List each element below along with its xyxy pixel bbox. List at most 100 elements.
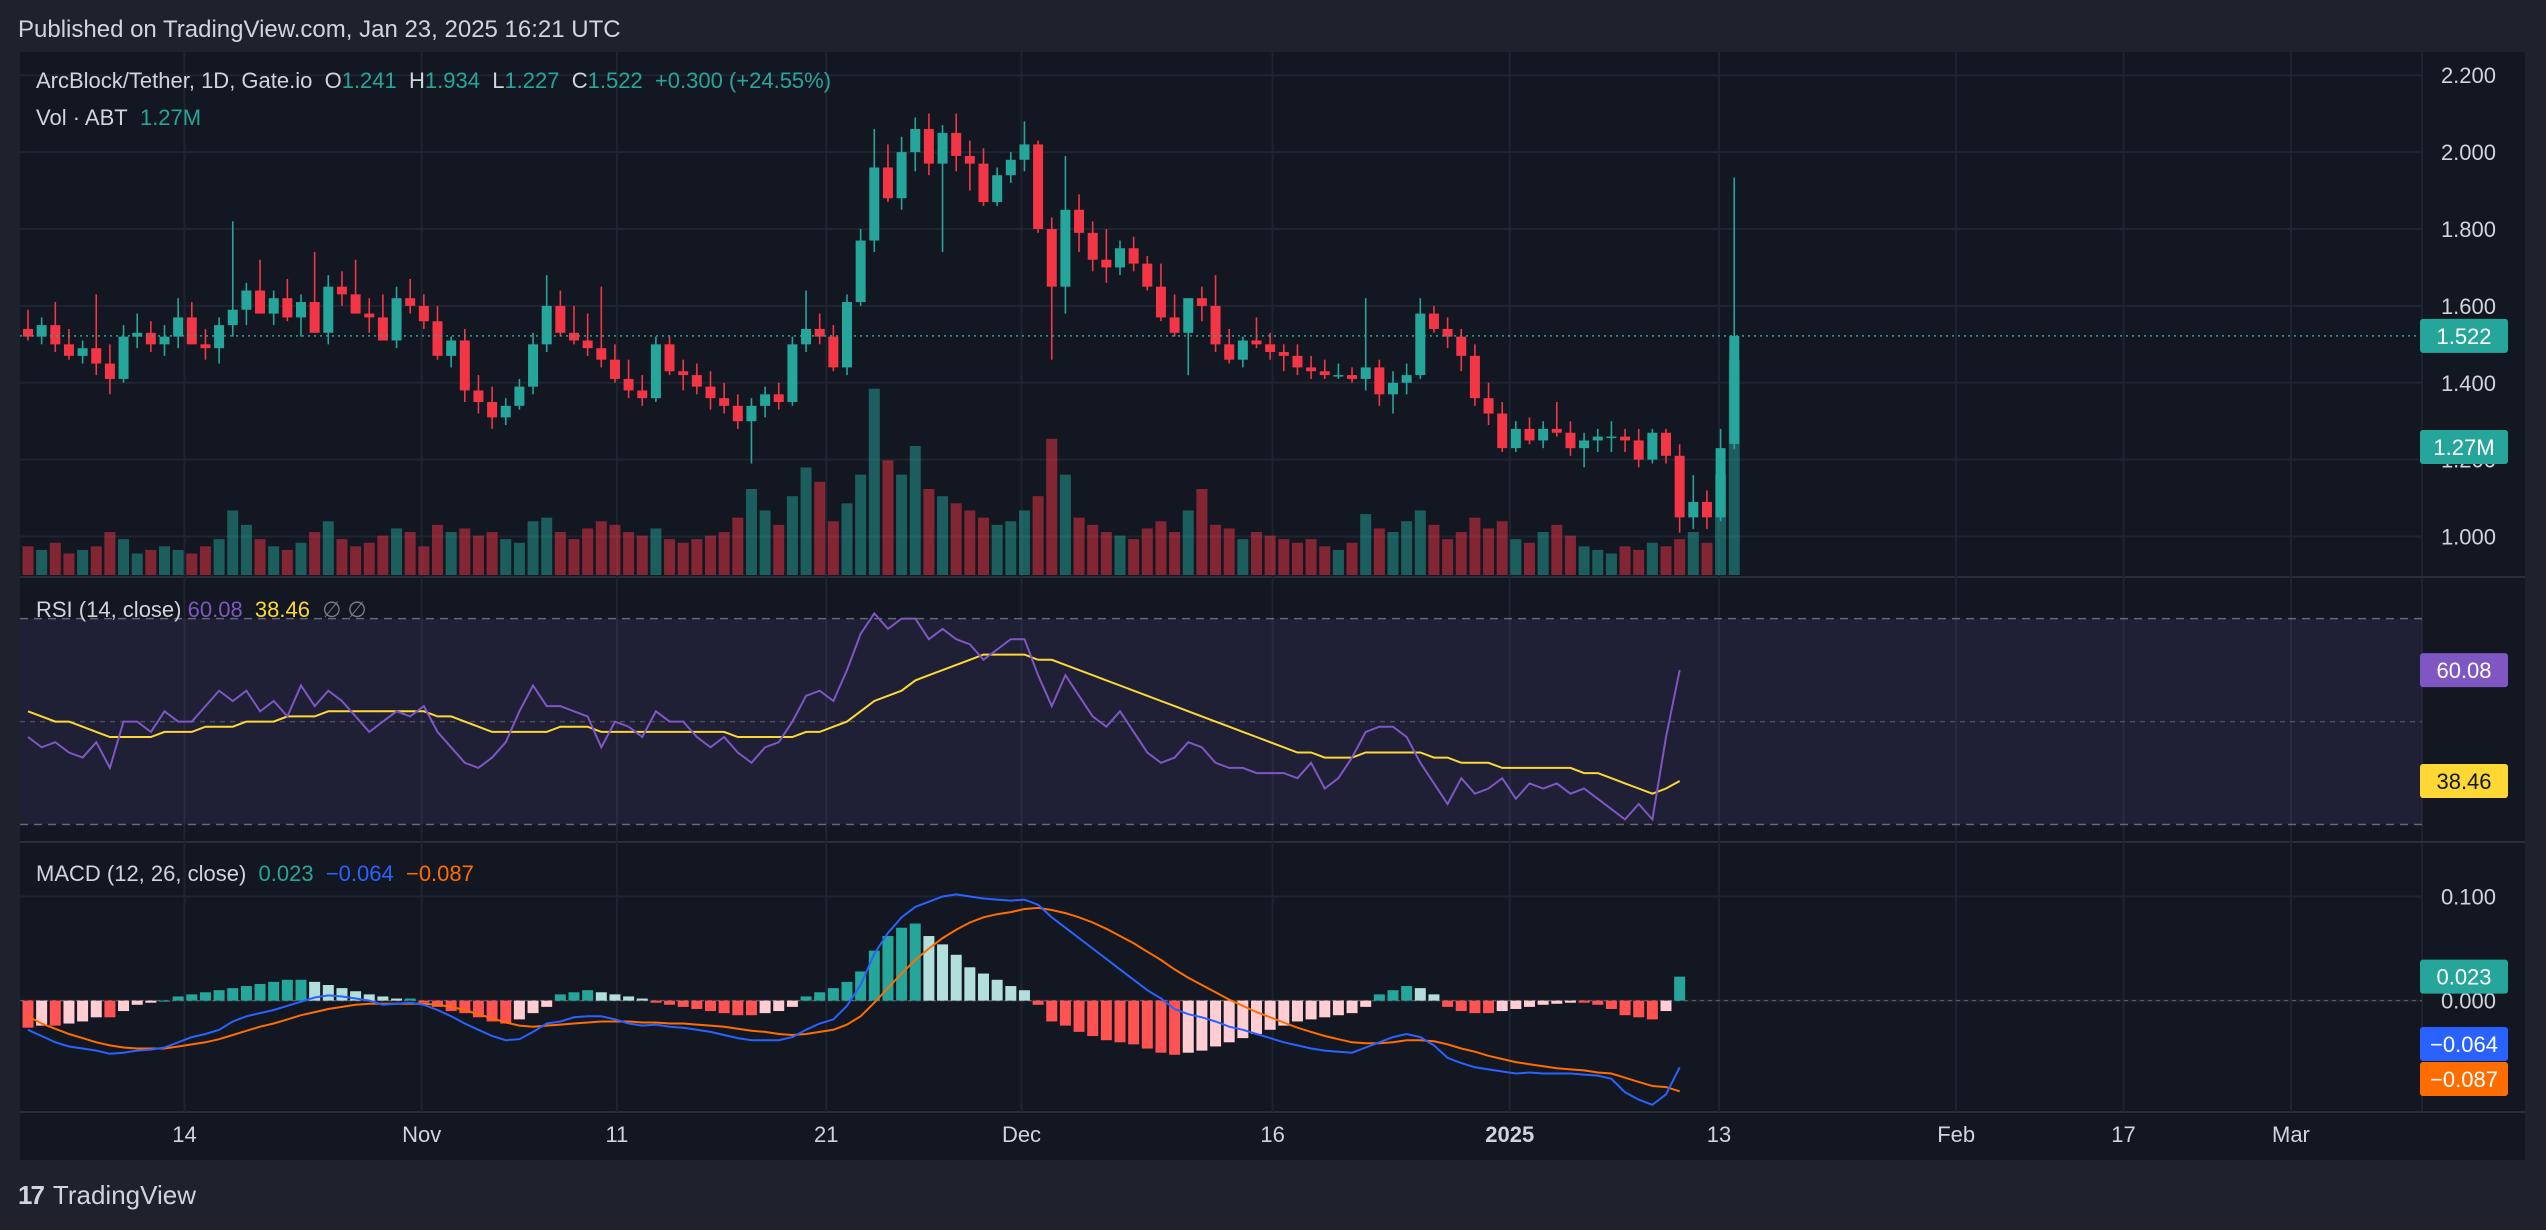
volume-bar [295,542,307,575]
volume-bar [1332,549,1344,575]
volume-bar [841,503,853,575]
volume-bar [36,549,48,575]
macd-histogram-bar [22,1000,34,1028]
volume-bar [1223,528,1235,575]
candle-body [459,340,470,391]
macd-histogram-bar [1469,1000,1481,1014]
volume-bar [1715,474,1727,575]
macd-histogram-bar [609,994,621,1001]
macd-histogram-bar [1018,990,1030,1001]
rsi-label[interactable]: RSI (14, close) [36,597,182,622]
candle-body [719,398,730,406]
volume-bar [554,532,566,575]
candle-body [1278,352,1289,356]
macd-histogram-bar [309,981,321,1001]
macd-histogram-bar [281,979,293,1001]
volume-bar [1401,521,1413,575]
high-value: 1.934 [424,68,480,93]
volume-bar [281,549,293,575]
candle-body [964,155,975,164]
volume-bar [950,503,962,575]
macd-histogram-bar [664,1000,676,1005]
macd-histogram-bar [1305,1000,1317,1020]
candle-body [1005,159,1016,176]
candle-body [637,390,648,399]
footer-brand: TradingView [52,1180,196,1210]
macd-histogram-bar [104,1000,116,1018]
volume-bar [1578,546,1590,575]
candle-body [446,340,457,356]
volume-bar [882,460,894,575]
signal-value-label-bg [2420,1062,2508,1096]
macd-histogram-bar [1182,1000,1194,1053]
candle-body [377,317,388,341]
time-tick-label: Mar [2272,1122,2310,1147]
macd-histogram-bar [1510,1000,1522,1009]
candle-body [227,309,238,326]
candle-body [214,325,225,349]
volume-bar [90,546,102,575]
time-tick-label: 17 [2111,1122,2135,1147]
candle-body [569,332,579,341]
candle-body [1237,340,1248,360]
candle-body [746,405,757,422]
volume-bar [350,546,362,575]
volume-bar [964,510,976,575]
candle-body [732,405,743,422]
volume-bar [227,510,239,575]
macd-histogram-bar [322,985,334,1001]
candle-body [36,325,47,337]
volume-bar [1373,528,1385,575]
volume-bar [582,528,594,575]
volume-bar [63,553,75,575]
candle-body [1415,313,1426,376]
macd-histogram-bar [350,991,362,1001]
candle-body [1497,413,1508,449]
volume-bar [527,521,539,575]
macd-histogram-bar [1564,1000,1576,1003]
symbol-name[interactable]: ArcBlock/Tether, 1D, Gate.io [36,68,313,93]
volume-value: 1.27M [139,105,202,130]
last-price-label-bg [2420,318,2508,353]
volume-bar [172,549,184,575]
macd-histogram-bar [1373,994,1385,1001]
candle-body [801,328,812,345]
macd-label[interactable]: MACD (12, 26, close) [36,861,247,886]
volume-bar [104,532,116,575]
candle-body [255,290,266,314]
macd-histogram-bar [1387,990,1399,1001]
macd-histogram-bar [404,998,416,1001]
candle-body [1538,428,1549,441]
volume-bar [609,524,621,575]
rsi-legend-value: 60.08 [187,597,243,622]
volume-bar [1469,517,1481,575]
macd-histogram-bar [1442,1000,1454,1007]
volume-label[interactable]: Vol · ABT [36,105,128,130]
macd-histogram-bar [1660,1000,1672,1012]
candle-body [1306,367,1317,372]
volume-bar [1182,510,1194,575]
high-label: H [409,68,425,93]
volume-bar [199,546,211,575]
macd-histogram-bar [1332,1000,1344,1016]
volume-bar [664,539,676,575]
volume-bar [1087,524,1099,575]
volume-bar [1674,539,1686,575]
candle-body [664,344,675,372]
macd-histogram-bar [199,992,211,1001]
volume-bar [595,521,607,575]
candle-body [1360,367,1371,379]
macd-histogram-bar [1551,1000,1563,1004]
macd-histogram-bar [513,1000,525,1020]
candle-body [323,286,334,333]
macd-histogram-bar [295,979,307,1001]
volume-bar [1455,532,1467,575]
signal-value-label: −0.087 [2430,1067,2498,1092]
candle-body [787,344,798,402]
volume-bar [186,553,198,575]
macd-histogram-bar [991,979,1003,1001]
candle-body [350,294,361,314]
volume-bar [1646,542,1658,575]
macd-histogram-bar [909,923,921,1001]
